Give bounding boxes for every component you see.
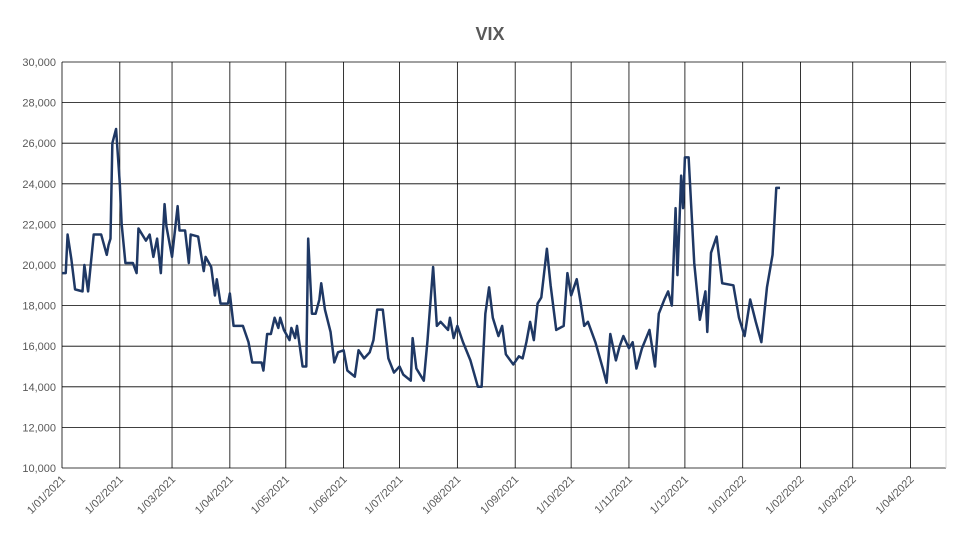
y-tick-label: 14,000: [22, 382, 56, 394]
y-tick-label: 24,000: [22, 179, 56, 191]
y-tick-label: 18,000: [22, 301, 56, 313]
y-tick-label: 26,000: [22, 138, 56, 150]
y-tick-label: 28,000: [22, 98, 56, 110]
series-line: [62, 127, 781, 389]
y-tick-label: 10,000: [22, 463, 56, 475]
chart-title: VIX: [475, 24, 504, 44]
y-tick-label: 12,000: [22, 422, 56, 434]
y-tick-label: 16,000: [22, 341, 56, 353]
y-tick-label: 20,000: [22, 260, 56, 272]
y-tick-label: 30,000: [22, 57, 56, 69]
y-tick-label: 22,000: [22, 219, 56, 231]
